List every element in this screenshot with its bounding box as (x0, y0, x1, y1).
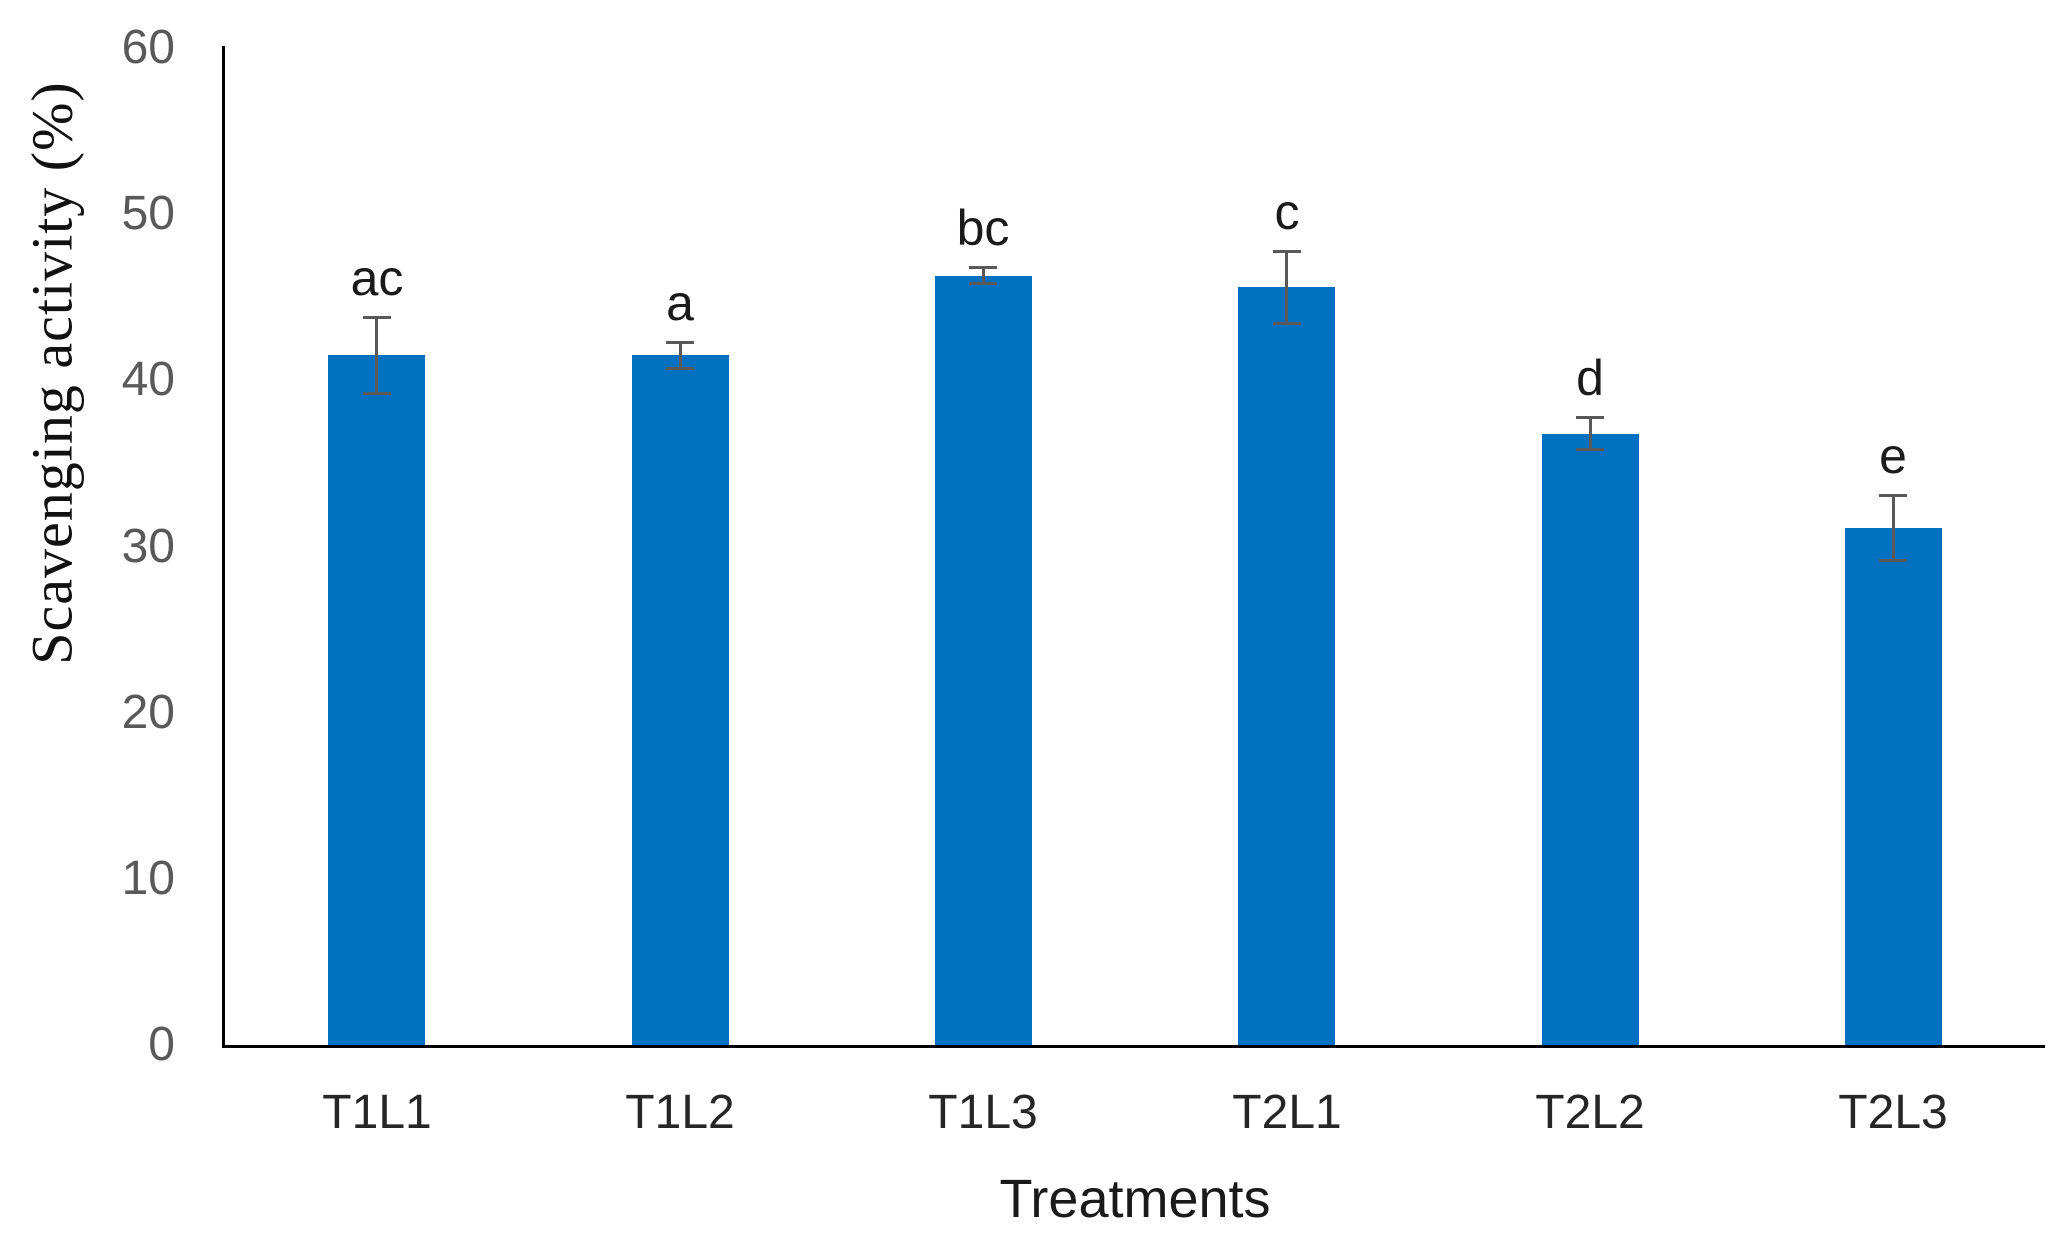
error-bar-whisker (1892, 494, 1895, 562)
error-bar-whisker (375, 317, 378, 394)
error-bar-whisker (1285, 250, 1288, 324)
y-tick-label: 30 (121, 519, 175, 573)
y-tick-label: 10 (121, 851, 175, 905)
significance-letter: ac (350, 250, 404, 307)
y-tick-label: 0 (148, 1018, 175, 1071)
error-bar-cap-bottom (363, 391, 391, 395)
y-axis-line (222, 46, 225, 1048)
significance-letter: d (1576, 349, 1604, 406)
y-tick-label: 20 (121, 685, 175, 739)
error-bar-whisker (1589, 416, 1592, 451)
error-bar-cap-top (1576, 415, 1604, 419)
bar (1238, 287, 1335, 1045)
bar (328, 355, 425, 1045)
x-tick-label: T1L3 (928, 1086, 1038, 1139)
error-bar-cap-top (969, 266, 997, 270)
x-tick-label: T2L3 (1838, 1086, 1948, 1139)
y-tick-label: 40 (121, 353, 175, 407)
bar (1542, 433, 1639, 1045)
significance-letter: bc (956, 200, 1010, 257)
error-bar-cap-top (1273, 249, 1301, 253)
x-tick-label: T1L1 (322, 1086, 432, 1139)
error-bar-cap-top (363, 316, 391, 320)
x-axis-line (222, 1045, 2045, 1048)
bar (1845, 528, 1942, 1045)
error-bar-cap-top (666, 341, 694, 345)
error-bar-cap-bottom (1273, 321, 1301, 325)
x-tick-label: T1L2 (625, 1086, 735, 1139)
significance-letter: a (666, 275, 694, 332)
x-axis-title: Treatments (999, 1169, 1271, 1229)
x-tick-label: T2L1 (1232, 1086, 1342, 1139)
error-bar-cap-top (1879, 493, 1907, 497)
significance-letter: c (1274, 183, 1300, 240)
error-bar-cap-bottom (969, 281, 997, 285)
bar (935, 275, 1032, 1045)
error-bar-cap-bottom (1576, 448, 1604, 452)
error-bar-whisker (679, 342, 682, 369)
bar (632, 355, 729, 1045)
y-tick-label: 50 (121, 187, 175, 241)
error-bar-cap-bottom (666, 366, 694, 370)
error-bar-cap-bottom (1879, 559, 1907, 563)
y-tick-label: 60 (121, 21, 175, 74)
significance-letter: e (1879, 427, 1907, 484)
x-tick-label: T2L2 (1535, 1086, 1645, 1139)
error-bar-whisker (982, 267, 985, 284)
